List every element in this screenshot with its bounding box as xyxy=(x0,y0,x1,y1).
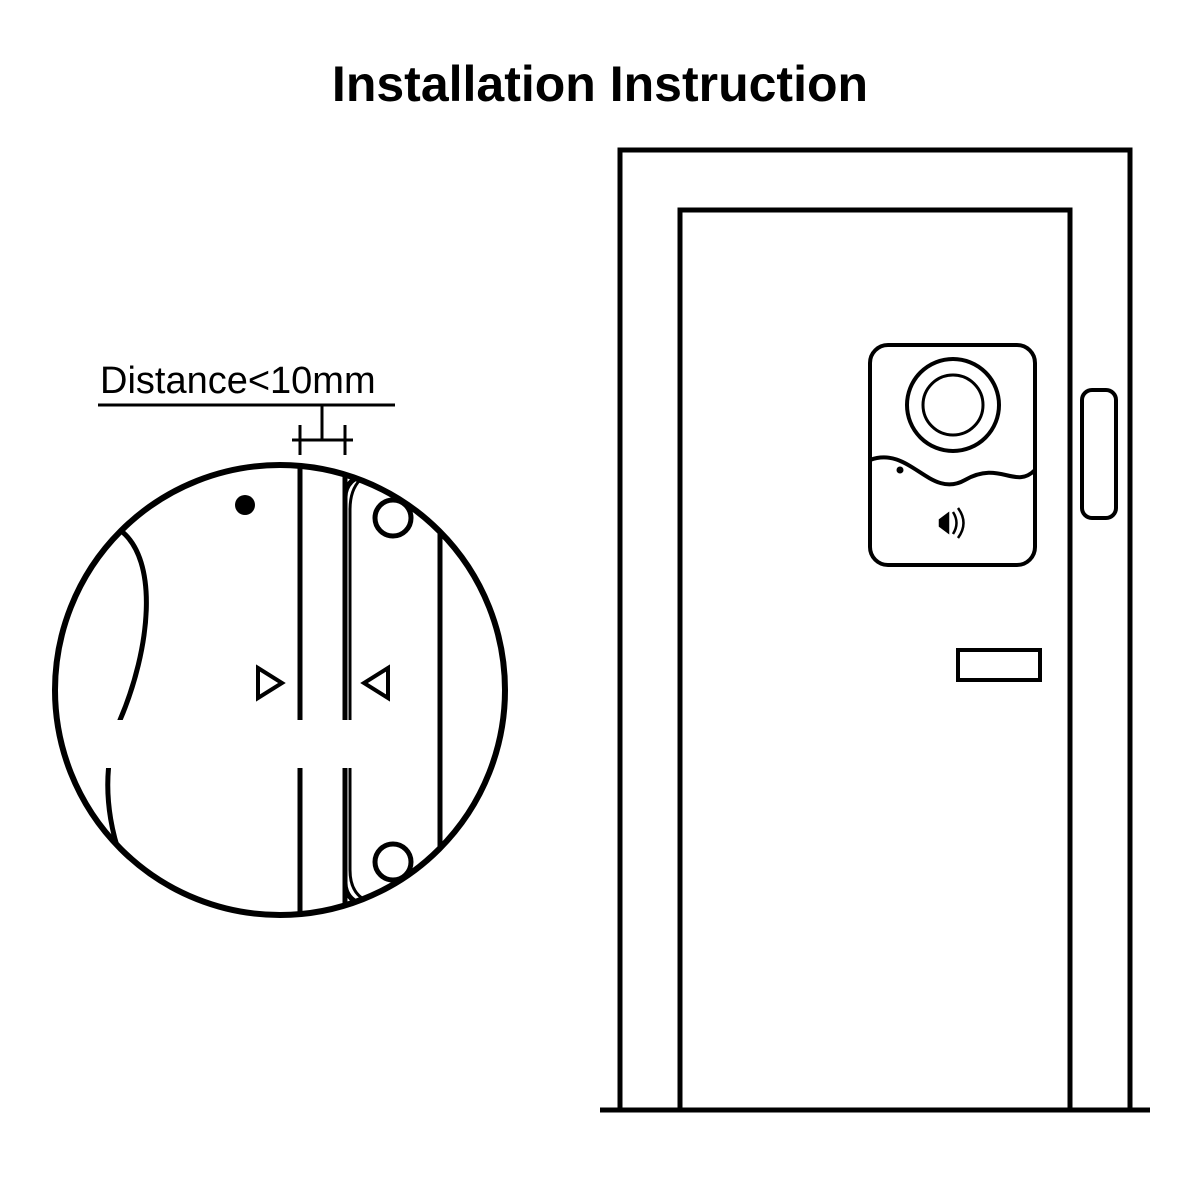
door-diagram xyxy=(600,150,1150,1110)
magnet-strip xyxy=(1082,390,1116,518)
detail-contents xyxy=(108,440,440,940)
door-handle xyxy=(958,650,1040,680)
dimension-leader xyxy=(98,405,395,455)
alarm-unit xyxy=(870,345,1035,565)
diagram-svg xyxy=(0,0,1200,1200)
